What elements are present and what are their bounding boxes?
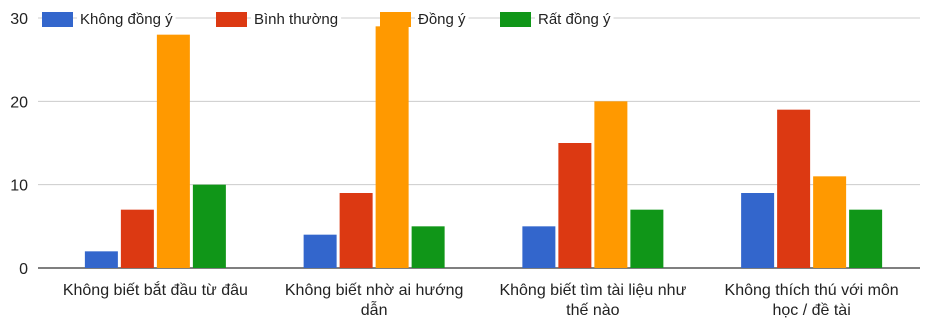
bar bbox=[192, 184, 226, 268]
legend-label-backdrop bbox=[77, 10, 176, 28]
legend-label-backdrop bbox=[535, 10, 614, 28]
bar bbox=[741, 193, 775, 268]
x-axis: Không biết bắt đầu từ đâu Không biết nhờ … bbox=[63, 280, 899, 319]
legend-swatch bbox=[216, 12, 247, 27]
y-tick-label: 10 bbox=[10, 178, 28, 195]
legend-label-backdrop bbox=[251, 10, 342, 28]
x-category-label: Không thích thú với môn bbox=[725, 282, 899, 299]
bar bbox=[594, 101, 628, 268]
bars bbox=[84, 26, 883, 269]
x-category-label: dẫn bbox=[361, 300, 388, 319]
legend: Không đồng ý Bình thường Đồng ý Rất đồng ý bbox=[42, 10, 614, 28]
legend-label: Không đồng ý bbox=[80, 11, 173, 28]
bar bbox=[849, 209, 883, 268]
x-category-label: Không biết bắt đầu từ đâu bbox=[63, 280, 248, 299]
legend-swatch bbox=[500, 12, 531, 27]
y-tick-label: 20 bbox=[10, 94, 28, 111]
legend-swatch bbox=[380, 12, 411, 27]
legend-label: Rất đồng ý bbox=[538, 11, 611, 28]
y-axis: 0 10 20 30 bbox=[10, 11, 28, 278]
bar bbox=[411, 226, 445, 268]
bar bbox=[375, 26, 409, 269]
legend-label-backdrop bbox=[415, 10, 469, 28]
bar bbox=[303, 234, 337, 268]
bar bbox=[120, 209, 154, 268]
bar bbox=[522, 226, 556, 268]
y-tick-label: 30 bbox=[10, 11, 28, 28]
x-category-label: học / đề tài bbox=[772, 302, 850, 319]
bar bbox=[156, 34, 190, 268]
bar bbox=[558, 143, 592, 268]
legend-label: Đồng ý bbox=[418, 11, 466, 28]
bar bbox=[84, 251, 118, 268]
x-category-label: thế nào bbox=[566, 302, 619, 319]
bar bbox=[813, 176, 847, 268]
legend-swatch bbox=[42, 12, 73, 27]
y-tick-label: 0 bbox=[19, 261, 28, 278]
bar bbox=[777, 109, 811, 269]
bar bbox=[630, 209, 664, 268]
x-category-label: Không biết tìm tài liệu như bbox=[499, 282, 686, 299]
legend-label: Bình thường bbox=[254, 11, 338, 28]
bar bbox=[339, 193, 373, 268]
x-category-label: Không biết nhờ ai hướng bbox=[285, 282, 463, 299]
